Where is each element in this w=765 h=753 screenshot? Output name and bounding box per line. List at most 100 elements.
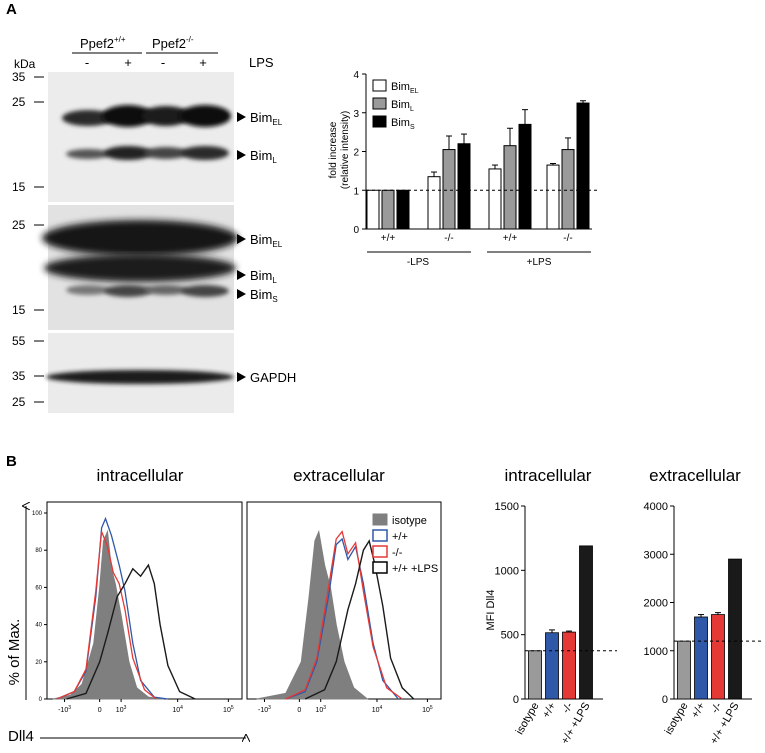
svg-text:BimL: BimL (250, 268, 277, 285)
hist-title-extracellular: extracellular (293, 466, 385, 485)
hist-ytick-label: 0 (39, 697, 43, 703)
hist-isotype-fill (256, 529, 369, 700)
fold-increase-ylabel-2: (relative intensity) (340, 111, 351, 189)
chart-a-ytick-label: 1 (353, 186, 359, 197)
category-label: +/+ (381, 233, 396, 244)
svg-text:GAPDH: GAPDH (250, 370, 296, 385)
bar-ytick-label: 3000 (644, 549, 668, 561)
bar-title-intracellular: intracellular (505, 466, 592, 485)
svg-text:25: 25 (12, 95, 26, 109)
svg-text:25: 25 (12, 395, 26, 409)
bar-2 (711, 614, 725, 700)
legend-label-bim-s: BimS (391, 117, 415, 131)
kda-label: kDa (14, 57, 36, 71)
bar-el-1 (427, 176, 441, 230)
lane-sign-3: - (161, 55, 165, 70)
hist-ytick-label: 20 (35, 660, 42, 666)
hist-lps-line (66, 563, 196, 700)
hist-xtick-label: 0 (98, 707, 102, 714)
category-label: -/- (444, 233, 453, 244)
lps-label: LPS (249, 55, 274, 70)
hist-ytick-label: 60 (35, 585, 42, 591)
bar-ytick-label: 1500 (495, 501, 519, 513)
bar-s-3 (576, 102, 590, 230)
chart-a-ytick-label: 2 (353, 148, 359, 159)
western-blot-2 (42, 205, 238, 330)
hist-title-intracellular: intracellular (97, 466, 184, 485)
blot-2-markers: 25 15 (12, 218, 44, 317)
legend-label-bim-l: BimL (391, 99, 414, 113)
bar-s-0 (396, 189, 410, 230)
hist-xtick-label: 104 (172, 705, 183, 714)
bar-ytick-label: 2000 (644, 598, 668, 610)
western-blot-3 (46, 333, 234, 413)
hist-xtick-label: 0 (297, 707, 301, 714)
bar-s-1 (457, 143, 471, 230)
legend-swatch-bim-s (372, 115, 387, 128)
legend-label-lps: +/+ +LPS (392, 563, 438, 575)
bar-l-2 (503, 145, 517, 230)
panel-a-label: A (6, 1, 17, 18)
legend-swatch-isotype (372, 513, 388, 526)
legend-swatch-wt (372, 529, 388, 542)
bar-0 (677, 640, 691, 700)
genotype-header-wt: Ppef2+/+ (72, 35, 142, 54)
svg-text:55: 55 (12, 334, 26, 348)
panel-b-label: B (6, 453, 17, 470)
hist-xtick-label: 104 (372, 705, 383, 714)
hist-ytick-label: 40 (35, 623, 42, 629)
bar-el-0 (366, 189, 380, 230)
legend-b: isotype +/+ -/- +/+ +LPS (372, 513, 438, 575)
bar-l-1 (442, 149, 456, 230)
bar-ylabel-mfi: MFI Dll4 (485, 590, 497, 631)
blot-1-markers: 35 25 15 (12, 70, 44, 194)
bar-category-label: +/+ (540, 701, 558, 721)
hist-xtick-label: -103 (58, 705, 71, 714)
bar-l-3 (561, 149, 575, 230)
bar-category-label: -/- (709, 700, 725, 715)
legend-label-wt: +/+ (392, 531, 408, 543)
bar-ytick-label: 500 (501, 630, 519, 642)
fold-increase-ylabel-1: fold increase (328, 121, 339, 178)
histogram-intracellular: -103 0 103 104 105 100 80 60 40 20 0 (32, 501, 243, 714)
svg-text:35: 35 (12, 369, 26, 383)
category-label: -/- (563, 233, 572, 244)
svg-text:BimL: BimL (250, 148, 277, 165)
hist-xtick-label: 105 (223, 705, 234, 714)
category-label: +/+ (503, 233, 518, 244)
legend-label-bim-el: BimEL (391, 81, 419, 95)
bar-el-2 (488, 168, 502, 230)
hist-xtick-label: 103 (116, 705, 127, 714)
bar-0 (528, 650, 542, 700)
svg-text:Ppef2+/+: Ppef2+/+ (80, 35, 126, 51)
legend-label-isotype: isotype (392, 515, 427, 527)
svg-text:BimEL: BimEL (250, 232, 283, 249)
blot-3-markers: 55 35 25 (12, 334, 44, 409)
hist-ko-line (285, 530, 403, 700)
histogram-extracellular: -103 0 103 104 105 (246, 501, 442, 714)
legend-swatch-bim-el (372, 79, 387, 92)
hist-xtick-label: -103 (258, 705, 271, 714)
genotype-header-ko: Ppef2-/- (146, 35, 218, 54)
svg-text:Ppef2-/-: Ppef2-/- (152, 35, 194, 51)
hist-xtick-label: 105 (422, 705, 433, 714)
hist-ylabel: % of Max. (6, 619, 23, 686)
lane-sign-1: - (85, 55, 89, 70)
svg-text:BimEL: BimEL (250, 110, 283, 127)
lane-sign-4: + (199, 55, 207, 70)
legend-a: BimEL BimL BimS (372, 79, 419, 131)
bar-category-label: +/+ (689, 701, 707, 721)
chart-a-ytick-label: 4 (353, 70, 359, 81)
svg-text:BimS: BimS (250, 287, 278, 304)
legend-swatch-lps (372, 561, 388, 574)
bar-1 (545, 632, 559, 700)
svg-text:25: 25 (12, 218, 26, 232)
bar-3 (728, 558, 742, 700)
legend-swatch-ko (372, 545, 388, 558)
western-blot-1 (48, 72, 234, 202)
hist-ko-line (56, 531, 157, 700)
bar-el-3 (546, 164, 560, 230)
bar-2 (562, 631, 576, 700)
